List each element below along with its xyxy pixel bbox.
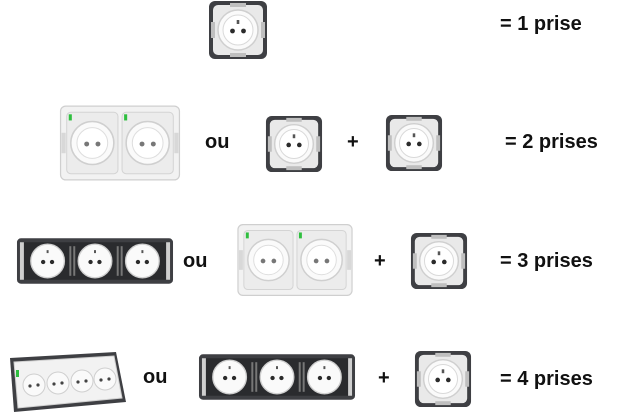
plus-label: + <box>374 250 386 272</box>
single-socket-icon <box>385 114 443 172</box>
plus-label: + <box>347 131 359 153</box>
result-3-prises: = 3 prises <box>500 250 593 272</box>
single-socket-icon <box>414 350 472 408</box>
double-socket-white-icon <box>236 220 354 300</box>
single-socket-icon <box>208 0 268 60</box>
result-4-prises: = 4 prises <box>500 368 593 390</box>
or-label: ou <box>205 131 230 153</box>
quad-socket-plate-icon <box>8 350 128 415</box>
single-socket-icon <box>265 115 323 173</box>
plus-label: + <box>378 367 390 389</box>
result-1-prise: = 1 prise <box>500 13 582 35</box>
result-2-prises: = 2 prises <box>505 131 598 153</box>
triple-socket-plate-icon <box>16 236 174 286</box>
or-label: ou <box>183 250 208 272</box>
triple-socket-plate-icon <box>198 352 356 402</box>
single-socket-icon <box>410 232 468 290</box>
or-label: ou <box>143 366 168 388</box>
double-socket-white-icon <box>58 102 182 184</box>
